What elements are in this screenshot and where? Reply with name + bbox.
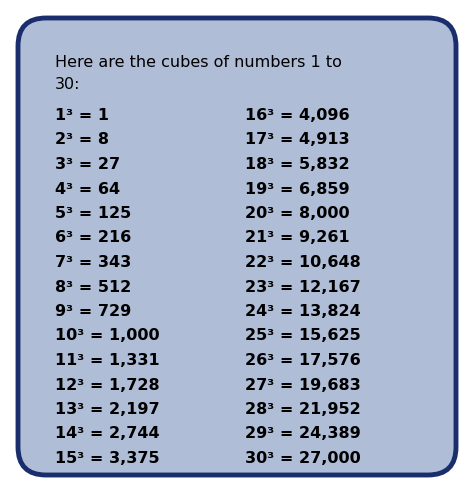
Text: 20³ = 8,000: 20³ = 8,000 [245,206,350,221]
Text: 27³ = 19,683: 27³ = 19,683 [245,378,361,392]
Text: 30³ = 27,000: 30³ = 27,000 [245,451,361,466]
Text: 1³ = 1: 1³ = 1 [55,108,109,123]
Text: 6³ = 216: 6³ = 216 [55,231,131,246]
Text: 29³ = 24,389: 29³ = 24,389 [245,426,361,442]
Text: 23³ = 12,167: 23³ = 12,167 [245,280,361,294]
Text: 30:: 30: [55,77,81,92]
Text: 8³ = 512: 8³ = 512 [55,280,131,294]
Text: 16³ = 4,096: 16³ = 4,096 [245,108,350,123]
Text: 4³ = 64: 4³ = 64 [55,181,120,197]
Text: 11³ = 1,331: 11³ = 1,331 [55,353,160,368]
Text: 13³ = 2,197: 13³ = 2,197 [55,402,160,417]
Text: 21³ = 9,261: 21³ = 9,261 [245,231,350,246]
Text: 12³ = 1,728: 12³ = 1,728 [55,378,160,392]
Text: 2³ = 8: 2³ = 8 [55,133,109,147]
Text: 24³ = 13,824: 24³ = 13,824 [245,304,361,319]
Text: 26³ = 17,576: 26³ = 17,576 [245,353,361,368]
Text: 10³ = 1,000: 10³ = 1,000 [55,328,160,344]
Text: 15³ = 3,375: 15³ = 3,375 [55,451,160,466]
FancyBboxPatch shape [18,18,456,475]
Text: 17³ = 4,913: 17³ = 4,913 [245,133,350,147]
Text: 14³ = 2,744: 14³ = 2,744 [55,426,160,442]
Text: 7³ = 343: 7³ = 343 [55,255,131,270]
Text: 28³ = 21,952: 28³ = 21,952 [245,402,361,417]
Text: 19³ = 6,859: 19³ = 6,859 [245,181,350,197]
Text: Here are the cubes of numbers 1 to: Here are the cubes of numbers 1 to [55,55,342,70]
Text: 22³ = 10,648: 22³ = 10,648 [245,255,361,270]
Text: 25³ = 15,625: 25³ = 15,625 [245,328,361,344]
Text: 9³ = 729: 9³ = 729 [55,304,131,319]
Text: 5³ = 125: 5³ = 125 [55,206,131,221]
Text: 3³ = 27: 3³ = 27 [55,157,120,172]
Text: 18³ = 5,832: 18³ = 5,832 [245,157,350,172]
